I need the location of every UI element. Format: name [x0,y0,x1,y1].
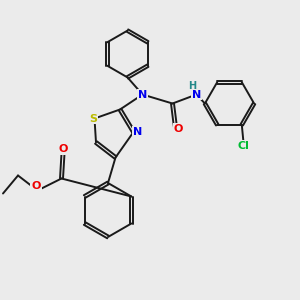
Text: S: S [89,113,97,124]
Text: N: N [138,89,147,100]
Text: N: N [134,127,142,137]
Text: O: O [31,181,41,191]
Text: H: H [188,81,196,91]
Text: O: O [174,124,183,134]
Text: Cl: Cl [237,141,249,151]
Text: O: O [58,144,68,154]
Text: N: N [192,89,201,100]
